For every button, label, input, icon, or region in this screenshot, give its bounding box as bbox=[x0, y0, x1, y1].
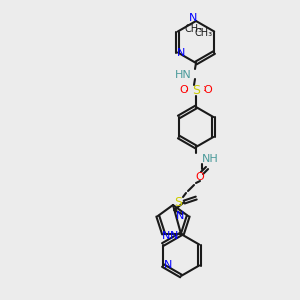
Text: S: S bbox=[192, 85, 200, 98]
Text: N: N bbox=[161, 231, 170, 241]
Text: N: N bbox=[176, 211, 184, 221]
Text: CH₃: CH₃ bbox=[194, 28, 212, 38]
Text: NH: NH bbox=[202, 154, 219, 164]
Text: N: N bbox=[189, 13, 197, 23]
Text: O: O bbox=[196, 172, 204, 182]
Text: O: O bbox=[204, 85, 212, 95]
Text: O: O bbox=[180, 85, 188, 95]
Text: CH₃: CH₃ bbox=[185, 23, 203, 34]
Text: S: S bbox=[174, 196, 182, 209]
Text: N: N bbox=[177, 47, 185, 58]
Text: HN: HN bbox=[175, 70, 192, 80]
Text: :: : bbox=[185, 83, 189, 93]
Text: N: N bbox=[164, 260, 172, 271]
Text: N: N bbox=[170, 231, 178, 241]
Text: :: : bbox=[203, 83, 207, 93]
